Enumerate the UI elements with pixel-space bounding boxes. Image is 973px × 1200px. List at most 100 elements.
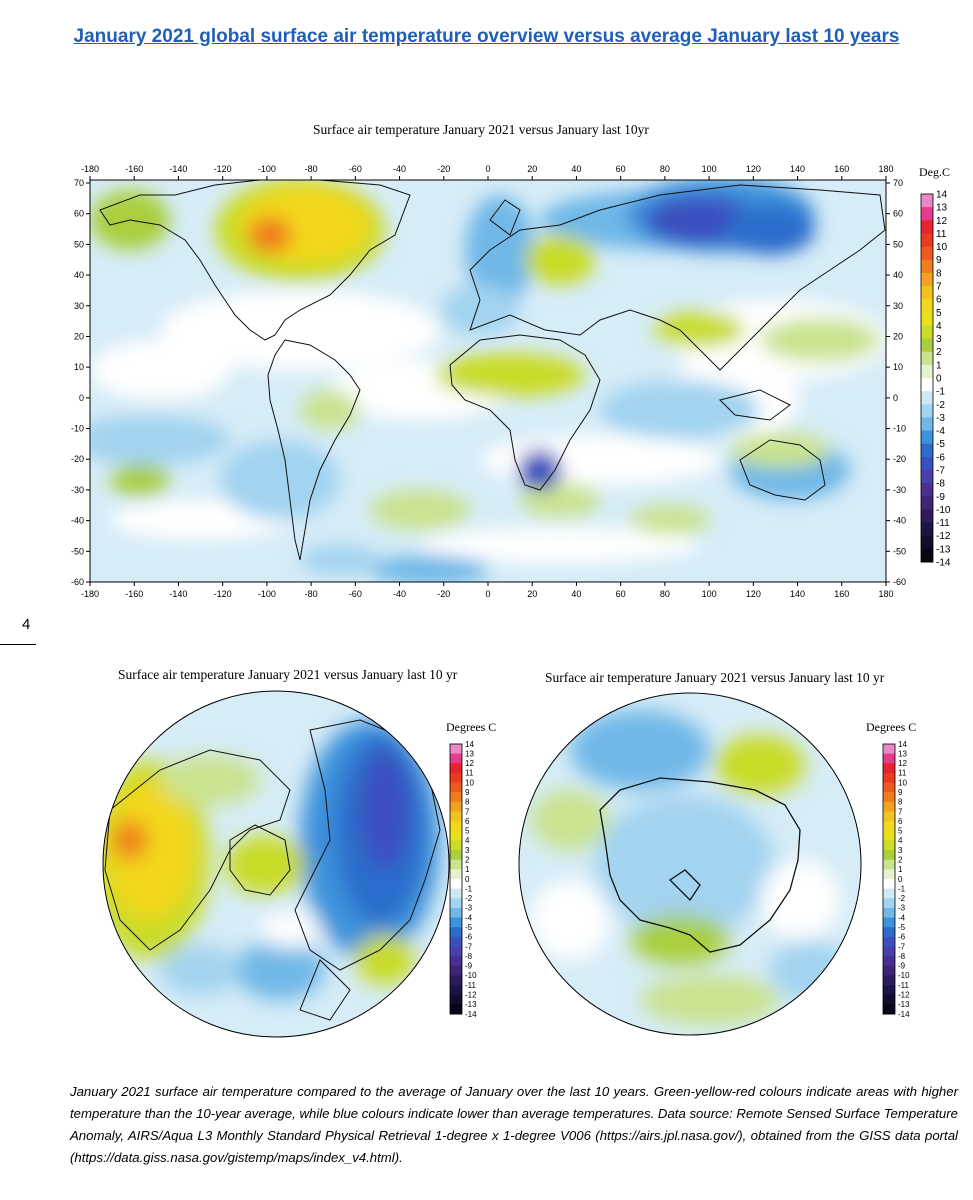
x-tick-label: 100 (702, 589, 717, 599)
world-coastlines (99, 180, 886, 561)
colorbar-tick-label: 0 (465, 875, 470, 884)
colorbar-tick-label: -7 (898, 942, 906, 951)
y-tick-label: -10 (893, 424, 906, 434)
x-tick-label: -160 (125, 164, 143, 174)
colorbar-tick-label: 5 (898, 827, 903, 836)
x-tick-label: -180 (81, 589, 99, 599)
south-polar-map: Degrees C 14131211109876543210-1-2-3-4-5… (518, 692, 916, 1036)
y-tick-label: -10 (71, 424, 84, 434)
x-tick-label: 80 (660, 164, 670, 174)
colorbar-tick-label: -7 (465, 942, 473, 951)
colorbar-tick-label: 7 (465, 807, 470, 816)
colorbar-tick-label: -13 (465, 1000, 477, 1009)
x-tick-label: 20 (527, 589, 537, 599)
colorbar-swatch (921, 233, 933, 248)
colorbar-tick-label: -14 (898, 1010, 910, 1019)
colorbar-tick-label: -8 (936, 479, 945, 490)
north-colorbar-title: Degrees C (446, 720, 496, 734)
colorbar-swatch (883, 1004, 895, 1015)
colorbar-tick-label: 6 (465, 817, 470, 826)
colorbar-swatch (921, 443, 933, 458)
colorbar-swatch (450, 936, 462, 947)
colorbar-tick-label: 11 (936, 229, 947, 240)
colorbar-swatch (450, 772, 462, 784)
colorbar-tick-label: -11 (898, 981, 910, 990)
colorbar-swatch (450, 821, 462, 832)
north-colorbar: Degrees C 14131211109876543210-1-2-3-4-5… (446, 720, 496, 1019)
colorbar-tick-label: 5 (936, 308, 942, 319)
x-tick-label: -60 (349, 589, 362, 599)
colorbar-tick-label: 3 (898, 846, 903, 855)
colorbar-swatch (883, 840, 895, 851)
colorbar-tick-label: -14 (936, 558, 951, 569)
colorbar-tick-label: 14 (898, 740, 907, 749)
x-tick-label: 40 (571, 164, 581, 174)
world-anomaly-field (90, 180, 886, 582)
x-tick-label: 40 (571, 589, 581, 599)
y-tick-label: 70 (74, 178, 84, 188)
x-tick-label: -140 (169, 589, 187, 599)
colorbar-tick-label: -3 (465, 904, 473, 913)
x-tick-label: -40 (393, 589, 406, 599)
colorbar-swatch (921, 259, 933, 274)
colorbar-swatch (450, 850, 462, 861)
colorbar-tick-label: -6 (898, 933, 906, 942)
colorbar-tick-label: 2 (465, 856, 470, 865)
colorbar-tick-label: -7 (936, 466, 945, 477)
colorbar-swatch (921, 535, 933, 550)
colorbar-swatch (883, 869, 895, 880)
colorbar-swatch (883, 917, 895, 928)
heading-link[interactable]: January 2021 global surface air temperat… (73, 26, 900, 47)
y-tick-label: 40 (893, 270, 903, 280)
colorbar-swatch (883, 946, 895, 957)
colorbar-tick-label: -6 (465, 933, 473, 942)
colorbar-tick-label: -1 (465, 884, 473, 893)
colorbar-swatch (883, 985, 895, 996)
colorbar-tick-label: 9 (898, 788, 903, 797)
x-tick-label: 180 (878, 164, 893, 174)
colorbar-swatch (450, 801, 462, 812)
colorbar-tick-label: 14 (936, 190, 948, 201)
y-tick-label: 60 (74, 209, 84, 219)
colorbar-tick-label: 10 (898, 778, 907, 787)
colorbar-tick-label: -3 (936, 413, 945, 424)
colorbar-swatch (883, 792, 895, 803)
colorbar-tick-label: 13 (898, 749, 907, 758)
y-tick-label: -60 (71, 577, 84, 587)
colorbar-swatch (883, 850, 895, 861)
colorbar-tick-label: -11 (936, 518, 950, 529)
colorbar-swatch (450, 917, 462, 928)
colorbar-swatch (450, 744, 462, 755)
x-tick-label: 60 (616, 589, 626, 599)
south-anomaly-field (519, 693, 861, 1035)
colorbar-swatch (921, 338, 933, 353)
world-map: -180 -160 -140 -120 -100 -80 -60 -40 -20 0 20 40 60 8… (71, 164, 951, 599)
colorbar-tick-label: 4 (465, 836, 470, 845)
colorbar-swatch (883, 753, 895, 764)
colorbar-swatch (921, 378, 933, 392)
x-tick-label: 80 (660, 589, 670, 599)
colorbar-tick-label: -14 (465, 1010, 477, 1019)
colorbar-tick-label: 3 (936, 334, 942, 345)
colorbar-tick-label: 13 (465, 749, 474, 758)
colorbar-swatch (921, 286, 933, 300)
y-tick-label: -40 (71, 516, 84, 526)
south-colorbar-title: Degrees C (866, 720, 916, 734)
colorbar-swatch (883, 772, 895, 784)
colorbar-tick-label: -11 (465, 981, 477, 990)
colorbar-swatch (450, 753, 462, 764)
colorbar-tick-label: -1 (936, 387, 945, 398)
colorbar-tick-label: 11 (898, 769, 907, 778)
x-tick-label: -20 (437, 164, 450, 174)
colorbar-tick-label: -2 (936, 400, 945, 411)
y-tick-label: -50 (893, 546, 906, 556)
x-tick-label: 0 (485, 589, 490, 599)
y-tick-label: 60 (893, 209, 903, 219)
colorbar-swatch (883, 801, 895, 812)
world-colorbar: Deg.C 14131211109876543210-1-2-3-4-5-6-7… (919, 165, 951, 569)
world-colorbar-title: Deg.C (919, 165, 950, 179)
y-tick-label: -30 (71, 485, 84, 495)
colorbar-swatch (450, 898, 462, 909)
colorbar-swatch (921, 522, 933, 537)
y-tick-label: 50 (74, 239, 84, 249)
